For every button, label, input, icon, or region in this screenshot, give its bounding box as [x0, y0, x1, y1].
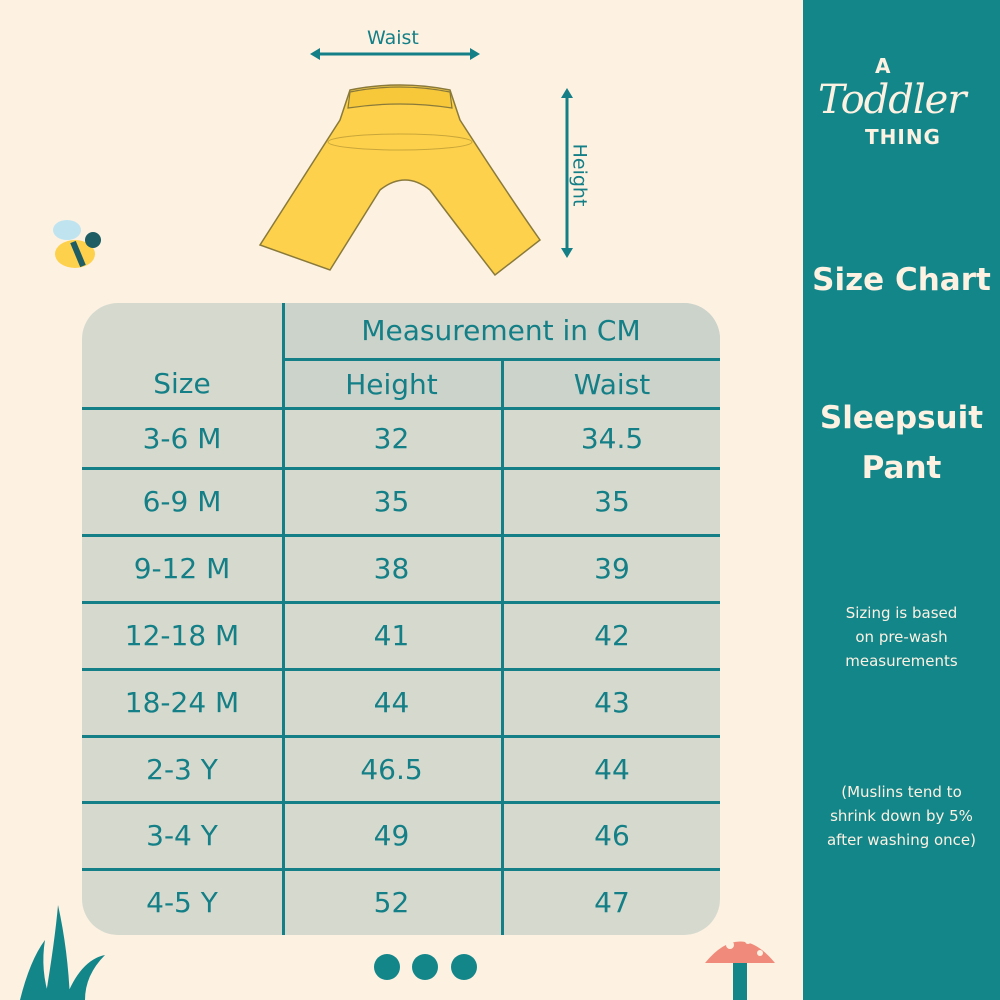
carousel-dot[interactable]: [451, 954, 477, 980]
size-cell: 3-4 Y: [146, 819, 218, 852]
note-line: measurements: [845, 652, 958, 670]
note-line: Sizing is based: [845, 604, 958, 622]
size-chart-table: Size Measurement in CM Height Waist 3-6 M 32 3…: [82, 303, 720, 935]
waist-cell: 44: [594, 752, 630, 786]
brand-logo: A Toddler THING: [813, 56, 993, 166]
row-divider: [82, 467, 720, 470]
height-column-header: Height: [345, 367, 438, 401]
size-cell: 6-9 M: [142, 485, 222, 518]
height-cell: 35: [373, 485, 410, 518]
row-divider: [82, 668, 720, 671]
info-panel: A Toddler THING Size Chart Sleepsuit Pant …: [803, 0, 1000, 1000]
logo-toddler: Toddler: [818, 77, 966, 123]
row-divider: [82, 801, 720, 804]
row-divider: [82, 868, 720, 871]
carousel-dot[interactable]: [374, 954, 400, 980]
size-cell: 9-12 M: [133, 552, 231, 585]
size-cell: 3-6 M: [142, 421, 222, 455]
note-line: after washing once): [826, 831, 976, 849]
size-cell: 2-3 Y: [146, 752, 218, 786]
logo-thing: THING: [865, 125, 941, 149]
note-line: on pre-wash: [855, 628, 948, 646]
waist-label: Waist: [367, 27, 419, 49]
note-line: shrink down by 5%: [830, 807, 973, 825]
waist-cell: 35: [594, 485, 630, 518]
waist-cell: 47: [594, 885, 630, 919]
shrink-note: (Muslins tend to shrink down by 5% after…: [803, 780, 1000, 852]
waist-cell: 34.5: [580, 421, 644, 455]
bee-icon: [53, 220, 101, 268]
logo-a: A: [875, 54, 891, 78]
waist-cell: 46: [594, 819, 630, 852]
mushroom-icon: [705, 938, 775, 1000]
size-cell: 12-18 M: [124, 619, 240, 652]
height-cell: 46.5: [360, 752, 423, 786]
pant-illustration: [258, 84, 542, 277]
size-header: Size: [153, 366, 211, 400]
row-divider: [282, 358, 720, 361]
measurement-header: Measurement in CM: [361, 314, 641, 347]
height-cell: 32: [373, 421, 410, 455]
height-cell: 49: [373, 819, 410, 852]
row-divider: [82, 534, 720, 537]
waist-cell: 39: [594, 552, 630, 585]
waist-cell: 43: [594, 686, 630, 719]
height-cell: 44: [373, 686, 410, 719]
note-line: (Muslins tend to: [841, 783, 962, 801]
row-divider: [82, 407, 720, 410]
grass-icon: [20, 905, 105, 1000]
row-divider: [82, 601, 720, 604]
sizing-note: Sizing is based on pre-wash measurements: [803, 601, 1000, 673]
product-name-line1: Sleepsuit: [819, 400, 984, 436]
height-label: Height: [568, 143, 591, 207]
product-name-line2: Pant: [861, 450, 942, 486]
height-cell: 52: [373, 885, 410, 919]
waist-cell: 42: [594, 619, 630, 652]
column-divider: [282, 303, 285, 935]
column-divider: [501, 358, 504, 935]
row-divider: [82, 735, 720, 738]
chart-title: Size Chart: [812, 262, 991, 298]
size-cell: 4-5 Y: [146, 885, 218, 919]
carousel-dot[interactable]: [412, 954, 438, 980]
height-cell: 38: [373, 552, 410, 585]
height-cell: 41: [373, 619, 410, 652]
waist-column-header: Waist: [573, 367, 651, 401]
size-cell: 18-24 M: [124, 686, 240, 719]
